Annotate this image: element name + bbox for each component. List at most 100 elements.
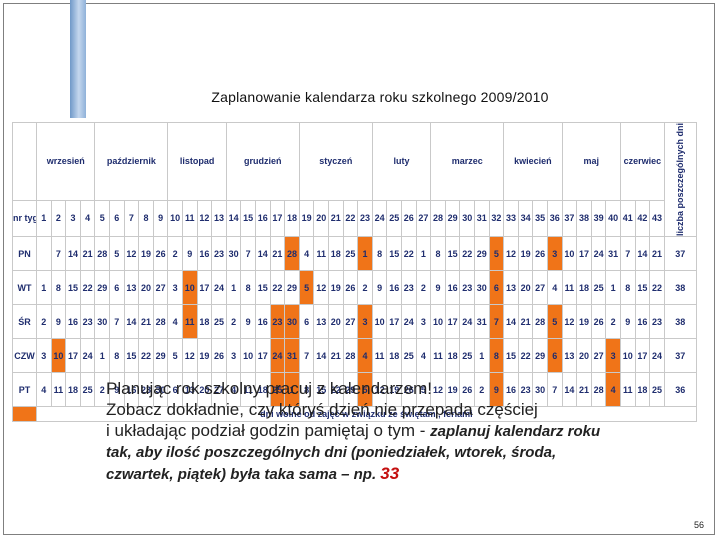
day-cell: 3	[415, 304, 432, 340]
day-cell: 29	[532, 338, 548, 374]
day-cell: 28	[342, 338, 359, 374]
week-number: 8	[138, 199, 154, 238]
day-cell: 28	[532, 304, 548, 340]
day-cell: 23	[79, 304, 96, 340]
day-cell: 28	[152, 304, 169, 340]
day-cell: 24	[649, 338, 665, 374]
week-number-label: nr tyg	[12, 199, 37, 238]
month-header: luty	[371, 122, 432, 201]
day-cell: 5	[109, 236, 125, 272]
day-cell: 21	[79, 236, 96, 272]
day-cell: 2	[167, 236, 183, 272]
day-cell: 20	[138, 270, 154, 306]
day-cell: 15	[123, 338, 140, 374]
day-cell: 26	[532, 236, 548, 272]
day-count: 36	[663, 372, 697, 408]
week-number: 3	[65, 199, 81, 238]
week-number: 40	[605, 199, 621, 238]
week-number: 6	[109, 199, 125, 238]
week-number: 2	[50, 199, 67, 238]
week-number: 38	[576, 199, 592, 238]
day-cell: 11	[561, 270, 578, 306]
day-cell: 15	[65, 270, 81, 306]
day-cell: 1	[94, 338, 110, 374]
day-cell: 8	[240, 270, 256, 306]
day-cell: 3	[36, 338, 52, 374]
day-cell: 15	[386, 236, 403, 272]
day-cell: 17	[444, 304, 461, 340]
day-cell: 1	[474, 338, 490, 374]
holiday-cell: 5	[357, 372, 373, 408]
body-line-5: czwartek, piątek) była taka sama – np. 3…	[106, 463, 706, 485]
day-cell: 10	[430, 304, 446, 340]
day-cell: 7	[546, 372, 563, 408]
day-cell: 14	[503, 304, 519, 340]
day-cell: 20	[517, 270, 534, 306]
week-number: 43	[649, 199, 665, 238]
holiday-cell: 5	[488, 236, 505, 272]
week-number: 4	[79, 199, 96, 238]
day-cell: 30	[225, 236, 242, 272]
week-number: 37	[561, 199, 578, 238]
week-number: 34	[517, 199, 534, 238]
body-line-1: Planując rok szkolny pracuj z kalendarze…	[106, 379, 432, 398]
day-cell: 17	[634, 338, 651, 374]
day-label: PN	[12, 236, 37, 272]
day-cell: 4	[415, 338, 432, 374]
week-number: 18	[284, 199, 300, 238]
example-number: 33	[380, 464, 400, 483]
legend-row: dni wolne od zajęć w związku ze świętami…	[12, 406, 697, 423]
day-cell	[36, 236, 52, 272]
day-cell: 9	[181, 236, 198, 272]
day-cell: 24	[211, 270, 227, 306]
week-number: 15	[240, 199, 256, 238]
day-cell: 13	[123, 270, 140, 306]
day-cell: 13	[561, 338, 578, 374]
day-cell: 6	[109, 270, 125, 306]
week-number: 41	[619, 199, 636, 238]
holiday-cell: 4	[357, 338, 373, 374]
week-number: 11	[181, 199, 198, 238]
day-cell: 3	[225, 338, 242, 374]
week-number: 21	[328, 199, 344, 238]
day-cell: 8	[50, 270, 67, 306]
day-cell: 25	[401, 338, 417, 374]
day-cell: 7	[109, 304, 125, 340]
week-number: 28	[430, 199, 446, 238]
day-cell: 30	[474, 270, 490, 306]
week-number: 27	[415, 199, 432, 238]
day-cell: 7	[240, 236, 256, 272]
day-cell: 9	[50, 304, 67, 340]
day-cell: 16	[634, 304, 651, 340]
month-header: wrzesień	[35, 122, 96, 201]
week-number: 30	[459, 199, 475, 238]
holiday-cell: 5	[298, 270, 315, 306]
day-cell: 2	[36, 304, 52, 340]
day-cell: 22	[401, 236, 417, 272]
day-row: PN 7 14 21 28 5 12 19 26 2 9 16 23 30 7 14 21 28 4 11 18 25 1 8…	[12, 236, 697, 272]
day-cell: 24	[401, 304, 417, 340]
day-cell: 25	[211, 304, 227, 340]
day-cell: 2	[415, 270, 432, 306]
day-cell: 29	[152, 338, 169, 374]
holiday-cell: 28	[284, 236, 300, 272]
body-line-2: Zobacz dokładnie, czy któryś dzień nie p…	[106, 400, 538, 419]
day-cell: 11	[313, 236, 329, 272]
calendar-table-wrap: wrzesień październik listopad grudzień stycz…	[12, 121, 697, 423]
day-cell: 11	[371, 338, 388, 374]
calendar-table: wrzesień październik listopad grudzień stycz…	[12, 121, 697, 423]
day-cell: 4	[36, 372, 52, 408]
day-cell: 22	[269, 270, 286, 306]
day-cell: 17	[196, 270, 213, 306]
month-header: kwiecień	[503, 122, 563, 201]
day-cell: 20	[328, 304, 344, 340]
day-row: ŚR 2 9 16 23 30 7 14 21 28 4 11 18 25 2 9 16 23 30 6 13 20 27 3…	[12, 304, 697, 340]
day-cell: 8	[430, 236, 446, 272]
day-cell: 27	[590, 338, 607, 374]
day-label: PT	[12, 372, 37, 408]
day-cell: 14	[65, 236, 81, 272]
day-cell: 4	[167, 304, 183, 340]
body-text: Planując rok szkolny pracuj z kalendarze…	[106, 378, 706, 485]
body-line-5-text: czwartek, piątek) była taka sama – np.	[106, 466, 381, 483]
day-cell: 28	[94, 236, 110, 272]
